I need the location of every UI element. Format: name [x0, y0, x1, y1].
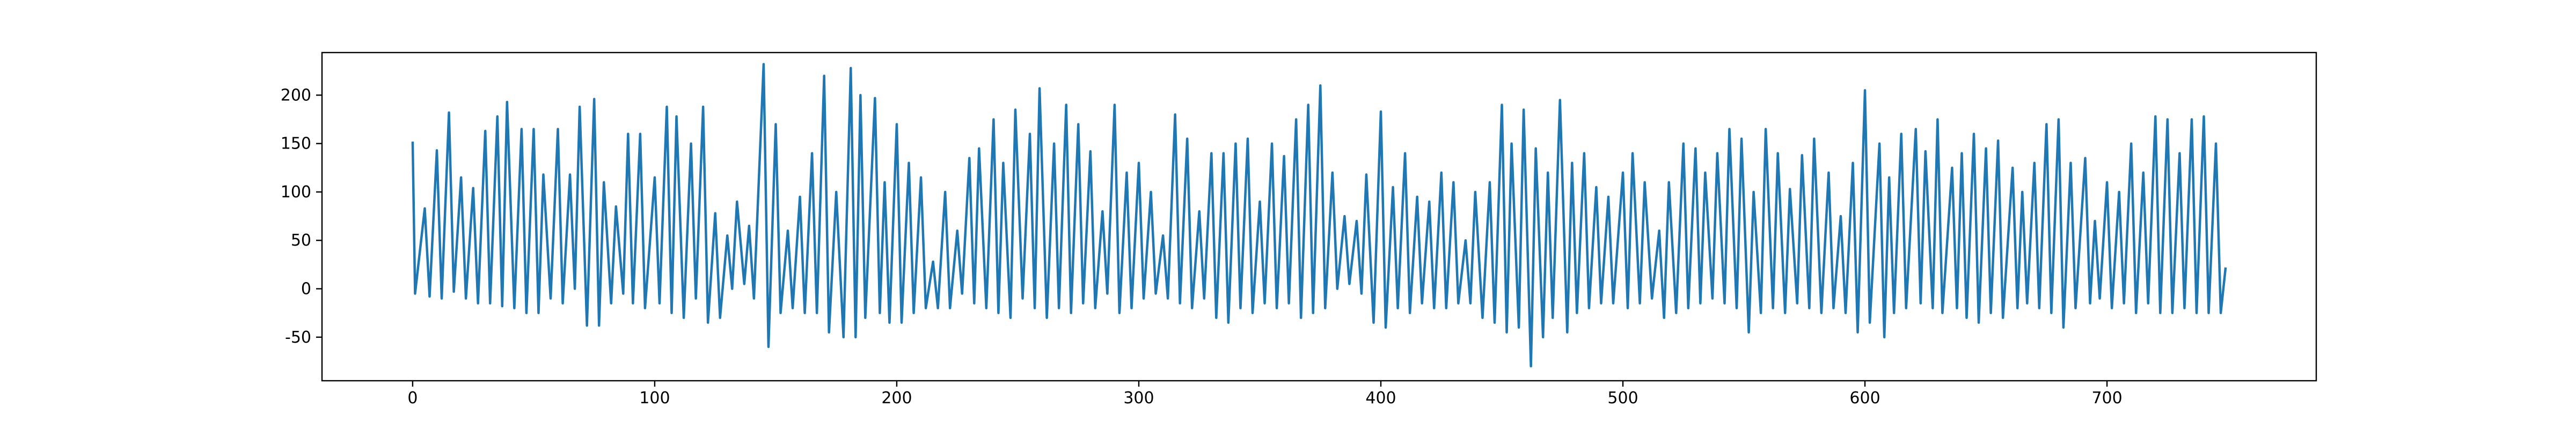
x-tick-label: 500 [1607, 389, 1638, 408]
x-tick-label: 600 [1849, 389, 1880, 408]
x-tick-label: 200 [881, 389, 912, 408]
x-tick-label: 400 [1365, 389, 1396, 408]
line [411, 63, 2227, 368]
x-tick-label: 0 [407, 389, 418, 408]
x-tick-label: 300 [1123, 389, 1154, 408]
x-tick-label: 700 [2091, 389, 2122, 408]
axes-frame [321, 51, 2317, 382]
y-tick-label: 100 [281, 183, 311, 202]
y-tick-label: 0 [301, 279, 311, 298]
y-tick-label: -50 [285, 328, 311, 347]
y-tick-label: 200 [281, 86, 311, 105]
y-tick-label: 150 [281, 135, 311, 153]
y-tick-label: 50 [291, 231, 311, 250]
x-tick-label: 100 [639, 389, 670, 408]
